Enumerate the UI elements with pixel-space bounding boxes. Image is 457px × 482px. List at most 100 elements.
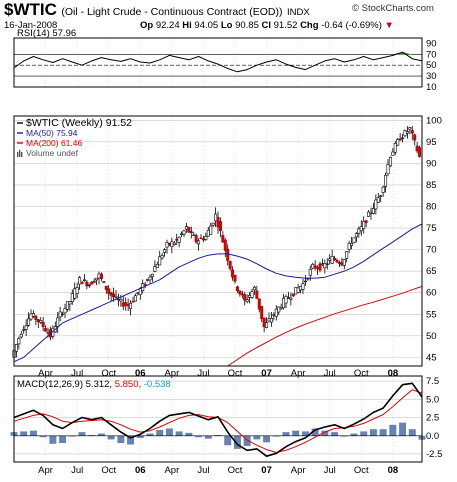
price-tick-label: 75 — [426, 223, 437, 234]
price-candle-body — [272, 314, 276, 316]
price-candle-body — [163, 249, 167, 253]
price-candle-body — [294, 287, 298, 295]
price-candle-body — [415, 145, 419, 152]
price-candle-body — [107, 288, 111, 294]
macd-panel-frame — [13, 375, 423, 463]
price-candle-body — [282, 297, 286, 309]
macd-histogram-bar — [253, 435, 261, 440]
price-candle-body — [124, 302, 128, 306]
price-candle-body — [44, 328, 48, 332]
macd-histogram-bar — [165, 428, 173, 436]
price-candle-body — [194, 234, 198, 243]
price-candle-body — [24, 325, 28, 330]
macd-histogram-bar — [311, 428, 319, 436]
price-x-tick-label: Oct — [101, 368, 116, 379]
price-x-tick-label: Jul — [71, 368, 83, 379]
high-label: Hi — [182, 20, 192, 31]
price-candle-body — [78, 277, 82, 285]
macd-histogram-bar — [389, 424, 397, 436]
macd-histogram-bar — [272, 435, 280, 437]
price-candle-body — [65, 301, 69, 310]
open-label: Op — [140, 20, 154, 31]
rsi-tick-label: 90 — [426, 38, 437, 49]
price-candle-body — [231, 269, 235, 278]
price-candle-body — [80, 281, 84, 285]
close-label: Cl — [261, 20, 272, 31]
high-value: 94.05 — [194, 20, 219, 31]
price-candle-body — [63, 308, 67, 314]
price-panel-frame — [13, 115, 423, 367]
price-x-tick-label: Jul — [197, 368, 209, 379]
macd-x-tick-label: 07 — [261, 465, 272, 476]
price-candle-body — [323, 263, 327, 269]
macd-legend: MACD(12,26,9) 5.312, 5.850, -0.538 — [17, 379, 171, 390]
macd-histogram-bar — [408, 429, 416, 436]
price-candle-body — [367, 211, 371, 217]
price-candle-body — [82, 279, 86, 281]
price-candle-body — [303, 280, 307, 283]
price-candle-body — [36, 319, 40, 323]
price-candle-body — [325, 263, 329, 265]
price-tick-label: 70 — [426, 245, 437, 256]
price-candle-body — [180, 233, 184, 236]
price-candle-body — [260, 306, 264, 319]
volume-legend-icon — [19, 150, 21, 157]
price-tick-label: 45 — [426, 352, 437, 363]
price-candle-body — [257, 298, 261, 310]
price-candle-body — [401, 137, 405, 139]
macd-x-tick-label: Oct — [354, 465, 369, 476]
price-candle-body — [337, 262, 341, 264]
price-candle-body — [311, 264, 315, 269]
price-candle-body — [391, 151, 395, 156]
price-candle-body — [267, 318, 271, 322]
low-value: 90.85 — [235, 20, 259, 31]
price-candle-body — [228, 261, 232, 269]
price-candle-body — [189, 231, 193, 233]
price-candle-body — [374, 199, 378, 210]
price-candle-body — [41, 321, 45, 328]
open-value: 92.24 — [155, 20, 180, 31]
price-candle-body — [206, 229, 210, 237]
price-candle-body — [255, 290, 259, 299]
price-candle-body — [248, 295, 252, 298]
price-candle-body — [167, 243, 171, 246]
price-candle-body — [87, 284, 91, 287]
price-x-tick-label: 07 — [261, 368, 272, 379]
price-legend-entry: Volume undef — [26, 148, 79, 158]
macd-legend-signal-value: 5.850, — [115, 379, 144, 390]
macd-tick-label: 7.5 — [426, 376, 439, 387]
price-tick-label: 60 — [426, 288, 437, 299]
price-candle-body — [172, 242, 176, 245]
price-candle-body — [274, 308, 278, 317]
price-candle-body — [27, 318, 31, 326]
rsi-legend: RSI(14) 57.96 — [17, 28, 76, 39]
price-candle-body — [85, 281, 89, 287]
rsi-tick-label: 30 — [426, 71, 437, 82]
price-candle-body — [39, 320, 43, 323]
price-x-tick-label: 08 — [388, 368, 399, 379]
close-value: 91.52 — [273, 20, 298, 31]
price-candle-body — [19, 333, 23, 338]
rsi-tick-label: 10 — [426, 82, 437, 93]
price-candle-body — [384, 175, 388, 187]
price-candle-body — [342, 259, 346, 266]
price-candle-body — [165, 242, 169, 248]
price-candle-body — [381, 186, 385, 193]
price-candle-body — [187, 227, 191, 233]
macd-tick-label: 2.5 — [426, 413, 439, 424]
price-candle-body — [46, 331, 50, 334]
macd-histogram-bar — [88, 435, 96, 436]
price-candle-body — [347, 243, 351, 250]
price-tick-label: 100 — [426, 115, 442, 126]
macd-x-tick-label: Oct — [101, 465, 116, 476]
price-tick-label: 65 — [426, 266, 437, 277]
macd-x-tick-label: Jul — [324, 465, 336, 476]
macd-tick-label: 0.0 — [426, 431, 439, 442]
price-candle-body — [175, 239, 179, 241]
price-candle-body — [31, 312, 35, 317]
price-candle-body — [320, 263, 324, 266]
price-candle-body — [199, 237, 203, 239]
price-candle-body — [29, 313, 33, 320]
macd-histogram-bar — [175, 431, 183, 436]
macd-histogram-bar — [369, 429, 377, 436]
